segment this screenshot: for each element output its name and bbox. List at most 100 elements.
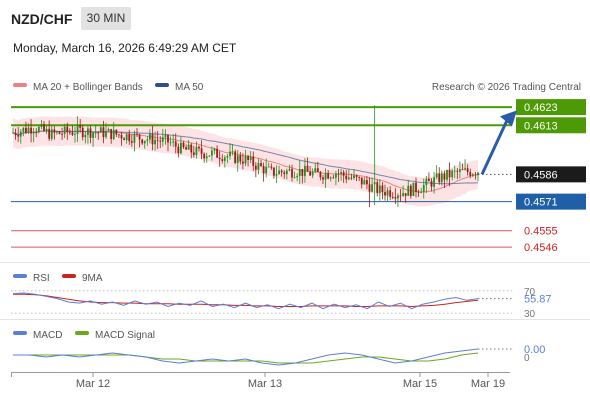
candle-body	[273, 167, 275, 176]
candle-body	[345, 175, 348, 180]
candle-body	[404, 193, 407, 196]
candle-body	[226, 156, 229, 158]
macd-panel: 0.000	[13, 344, 545, 366]
ma20-legend-swatch	[13, 83, 27, 87]
candle-body	[288, 169, 291, 171]
candle-body	[99, 127, 102, 133]
candle-body	[285, 170, 288, 175]
candle-body	[223, 157, 226, 161]
x-axis-ticks: Mar 12 Mar 13 Mar 15 Mar 19	[11, 372, 505, 390]
candle-body	[76, 124, 79, 135]
macd-last-label: 0.00	[524, 344, 545, 356]
candle-body	[118, 134, 120, 136]
macd-line	[13, 348, 479, 366]
candle-body	[161, 137, 164, 142]
candle-body	[399, 195, 402, 197]
x-tick-label: Mar 12	[76, 378, 110, 390]
x-tick-label: Mar 13	[248, 378, 282, 390]
candle-body	[265, 166, 268, 174]
candle-body	[190, 144, 193, 153]
candle-body	[275, 174, 278, 176]
candle-body	[402, 193, 404, 196]
forecast-arrowhead	[500, 110, 517, 127]
candle-body	[456, 170, 459, 172]
candle-body	[156, 139, 159, 141]
price-panel: 0.4623 0.4613 0.4571 0.4555 0.4546 0.4586	[11, 99, 586, 254]
last-price-label: 0.4586	[524, 169, 558, 181]
candle-body	[169, 142, 172, 144]
rsi-level-label: 70	[524, 287, 536, 298]
candle-body	[239, 155, 242, 162]
level-label-target: 0.4555	[524, 226, 558, 238]
candle-body	[415, 182, 417, 192]
candle-body	[40, 124, 43, 127]
candle-body	[123, 138, 125, 141]
candle-body	[260, 163, 262, 167]
candle-body	[180, 142, 182, 154]
chart-header: NZD/CHF 30 MIN Monday, March 16, 2026 6:…	[0, 0, 590, 70]
candle-body	[293, 177, 296, 179]
rsi-ma-line	[13, 293, 479, 308]
candle-body	[337, 173, 340, 175]
candle-body	[358, 176, 361, 178]
candle-body	[149, 133, 151, 140]
candle-body	[211, 150, 213, 156]
candle-body	[79, 124, 82, 128]
candle-body	[368, 184, 371, 192]
candle-body	[218, 157, 221, 160]
timeframe-badge[interactable]: 30 MIN	[81, 7, 131, 30]
candle-body	[381, 185, 384, 193]
candle-body	[125, 134, 128, 141]
candle-body	[143, 140, 146, 144]
candle-body	[306, 165, 309, 172]
ma20-legend: MA 20 + Bollinger Bands	[33, 82, 143, 93]
candle-body	[430, 181, 433, 187]
candle-body	[133, 133, 136, 143]
level-tag-resistance	[516, 117, 586, 134]
macd-signal-line	[13, 352, 479, 364]
candle-body	[425, 178, 428, 185]
candle-body	[257, 163, 260, 170]
candle-body	[110, 129, 113, 139]
candle-body	[68, 132, 71, 134]
macd-signal-legend: MACD Signal	[95, 330, 155, 341]
rsi-legend: RSI	[33, 273, 50, 284]
candle-body	[22, 127, 25, 132]
x-tick-label: Mar 19	[471, 378, 505, 390]
candle-body	[48, 128, 51, 139]
candle-body	[234, 151, 237, 163]
candle-body	[446, 169, 448, 180]
level-tag-resistance	[516, 99, 586, 116]
candle-body	[50, 129, 53, 139]
candle-body	[35, 131, 38, 133]
candle-body	[195, 146, 198, 155]
candle-body	[84, 134, 87, 138]
candle-body	[213, 148, 216, 151]
candle-body	[105, 130, 107, 137]
candle-body	[136, 133, 138, 135]
candle-body	[469, 172, 472, 176]
candle-body	[314, 168, 317, 172]
candle-body	[407, 185, 410, 196]
candle-body	[301, 169, 304, 176]
macd-zero-label: 0	[524, 353, 530, 364]
candle-body	[12, 132, 14, 134]
candle-body	[112, 129, 115, 139]
candle-body	[37, 126, 40, 133]
candle-body	[102, 127, 105, 137]
candle-body	[208, 155, 211, 157]
candle-body	[322, 177, 324, 180]
rsi-last-label: 55.87	[524, 294, 552, 306]
candle-body	[378, 185, 381, 193]
candle-body	[384, 192, 386, 196]
candle-body	[324, 173, 327, 180]
macd-legend-swatch	[13, 331, 27, 335]
candle-body	[394, 197, 397, 199]
candle-body	[229, 151, 231, 157]
level-label-support: 0.4571	[524, 197, 558, 209]
candle-body	[304, 165, 306, 176]
candle-body	[316, 168, 319, 173]
ma50-legend-swatch	[155, 83, 169, 87]
candle-body	[353, 175, 355, 179]
candle-body	[298, 169, 301, 176]
